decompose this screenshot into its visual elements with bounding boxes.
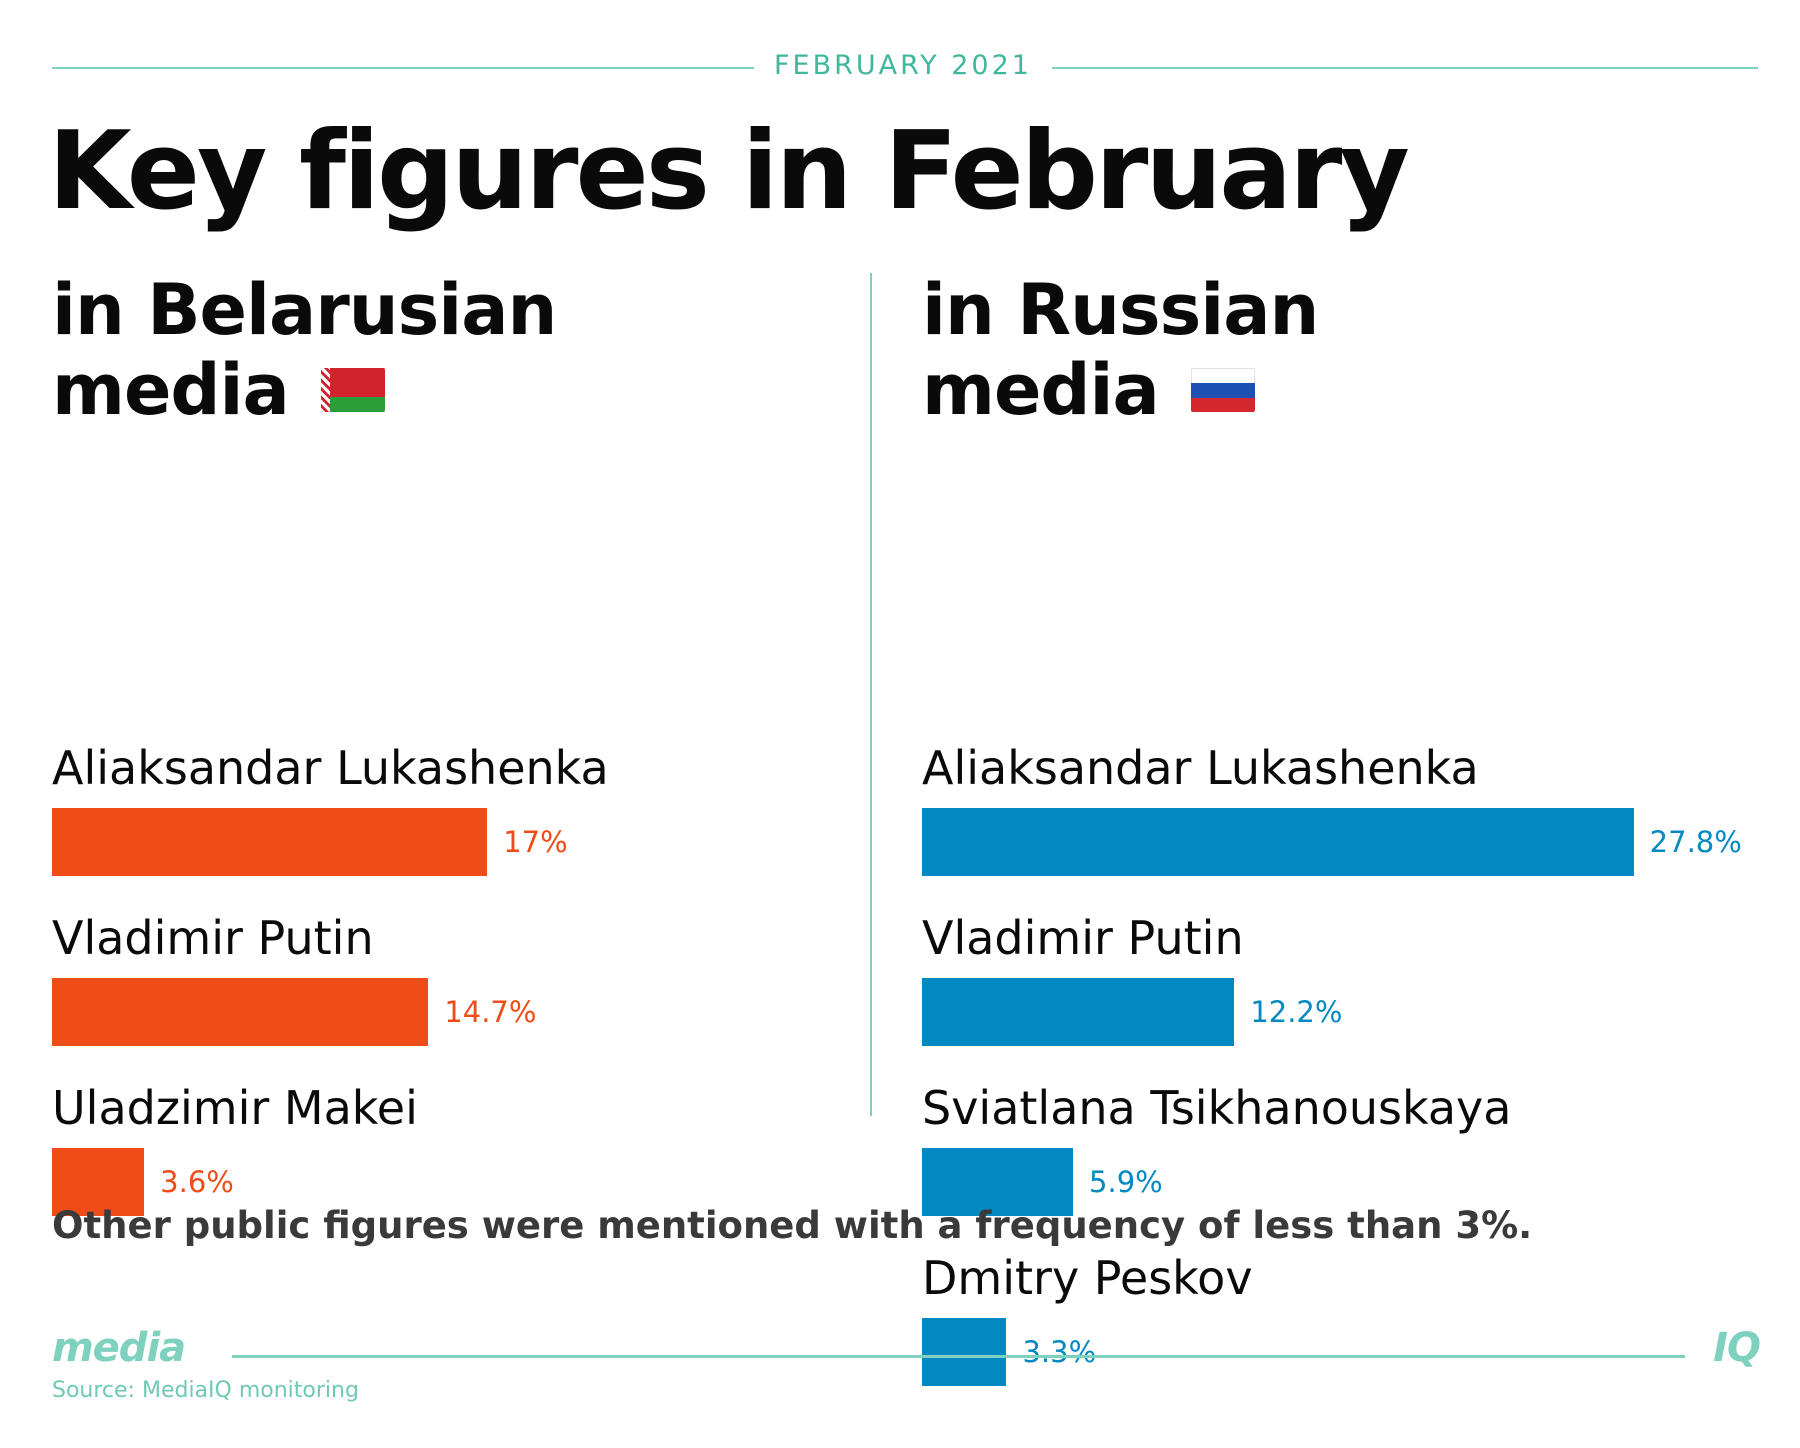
bar-value-label: 14.7% — [444, 995, 537, 1029]
bar-row: Vladimir Putin 14.7% — [52, 910, 872, 1080]
bar — [922, 808, 1634, 876]
belarusian-media-panel: in Belarusian media Aliaksandar Lukashen… — [52, 270, 872, 1216]
bar-category-label: Sviatlana Tsikhanouskaya — [922, 1081, 1512, 1135]
bar-category-label: Aliaksandar Lukashenka — [922, 741, 1479, 795]
panel-title-line1: in Belarusian — [52, 269, 557, 351]
bar-category-label: Vladimir Putin — [52, 911, 374, 965]
bar — [52, 808, 488, 876]
bar-category-label: Aliaksandar Lukashenka — [52, 741, 609, 795]
panel-divider — [870, 273, 872, 1116]
bar-row: Sviatlana Tsikhanouskaya 5.9% — [922, 1080, 1742, 1250]
header-date: FEBRUARY 2021 — [774, 50, 1032, 81]
source-note: Source: MediaIQ monitoring — [52, 1378, 359, 1403]
bar-category-label: Vladimir Putin — [922, 911, 1244, 965]
bar-value-label: 5.9% — [1089, 1165, 1163, 1199]
brand-logo-media: media — [52, 1325, 186, 1371]
bar-row: Aliaksandar Lukashenka 17% — [52, 740, 872, 910]
panel-title: in Russian media — [922, 270, 1742, 430]
bar-category-label: Dmitry Peskov — [922, 1251, 1253, 1305]
panel-title-line2: media — [52, 349, 290, 431]
brand-row: media IQ — [52, 1325, 1761, 1371]
page-title: Key figures in February — [48, 109, 1410, 234]
header-rule-right — [1052, 67, 1758, 69]
bar — [52, 1148, 145, 1216]
bar-value-label: 3.3% — [1022, 1335, 1097, 1369]
russia-flag-icon — [1190, 368, 1255, 412]
panel-title-line1: in Russian — [922, 269, 1319, 351]
brand-rule — [232, 1355, 1685, 1358]
bar-value-label: 17% — [503, 825, 568, 859]
russian-media-panel: in Russian media Aliaksandar Lukashenka 2… — [922, 270, 1742, 1386]
bar — [922, 978, 1235, 1046]
bar — [922, 1148, 1074, 1216]
bar-row: Aliaksandar Lukashenka 27.8% — [922, 740, 1742, 910]
bar-row: Dmitry Peskov 3.3% — [922, 1250, 1742, 1420]
bar-row: Vladimir Putin 12.2% — [922, 910, 1742, 1080]
brand-logo-iq: IQ — [1713, 1325, 1761, 1371]
panel-title-line2: media — [922, 349, 1160, 431]
footnote: Other public figures were mentioned with… — [52, 1204, 1533, 1247]
bar — [922, 1318, 1007, 1386]
belarus-flag-icon — [320, 368, 385, 412]
bar-value-label: 3.6% — [160, 1165, 234, 1199]
panel-title: in Belarusian media — [52, 270, 872, 430]
bar-row: Uladzimir Makei 3.6% — [52, 1080, 872, 1250]
header-rule-left — [52, 67, 754, 69]
bar-value-label: 27.8% — [1649, 825, 1742, 859]
bar — [52, 978, 429, 1046]
bar-category-label: Uladzimir Makei — [52, 1081, 418, 1135]
bar-value-label: 12.2% — [1250, 995, 1343, 1029]
